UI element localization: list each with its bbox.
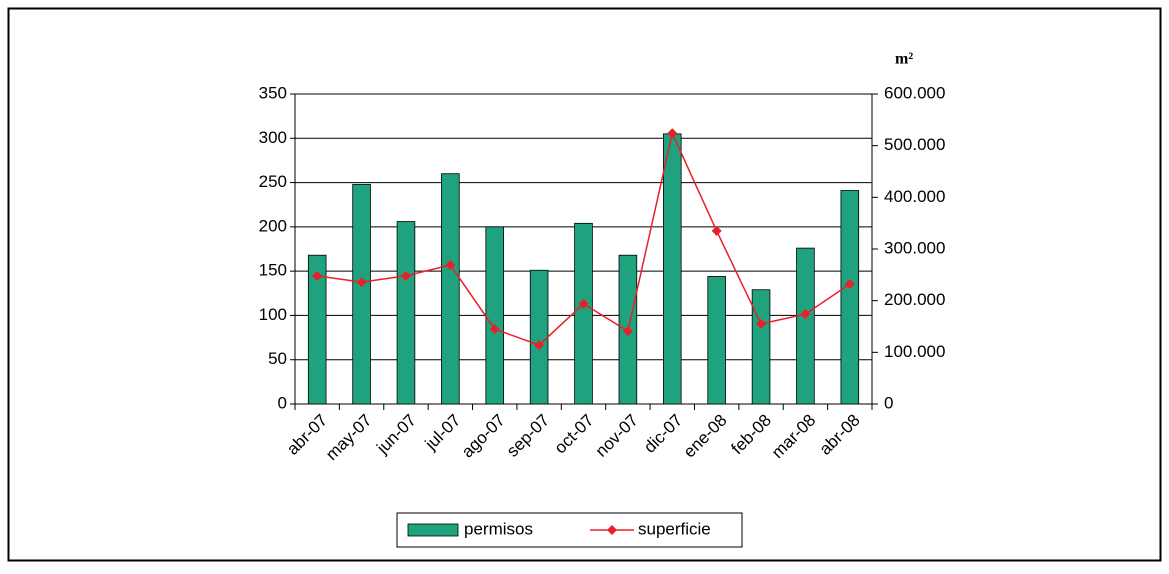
y2-tick-label: 400.000 [884, 187, 945, 206]
y-tick-label: 200 [259, 216, 287, 235]
marker [489, 324, 500, 335]
y-tick-label: 100 [259, 305, 287, 324]
legend-label: permisos [464, 519, 533, 538]
bar [396, 221, 416, 405]
legend-swatch [407, 523, 459, 537]
y2-tick-label: 300.000 [884, 238, 945, 257]
y2-tick-label: 0 [884, 393, 893, 412]
y2-tick-label: 200.000 [884, 290, 945, 309]
bar [352, 183, 371, 405]
bar [796, 247, 815, 405]
bar [840, 190, 860, 405]
bar [751, 289, 771, 405]
marker [534, 340, 545, 351]
bar [574, 222, 593, 405]
marker [667, 128, 678, 139]
x-tick-label: feb-08 [728, 411, 776, 459]
x-tick-label: abr-08 [816, 411, 864, 459]
y2-tick-label: 600.000 [884, 83, 945, 102]
bar [662, 133, 682, 405]
x-tick-label: nov-07 [592, 411, 642, 461]
x-tick-label: may-07 [322, 411, 376, 465]
y-tick-label: 150 [259, 261, 287, 280]
bar [485, 226, 505, 405]
x-tick-label: mar-08 [768, 411, 820, 463]
legend-marker [607, 525, 617, 535]
y2-tick-label: 500.000 [884, 135, 945, 154]
frame [7, 7, 1162, 562]
marker [711, 225, 722, 236]
y2-axis-label: m² [895, 51, 913, 68]
marker [800, 309, 811, 320]
y-tick-label: 250 [259, 172, 287, 191]
x-tick-label: jun-07 [372, 411, 420, 459]
marker [622, 326, 633, 337]
marker [312, 270, 323, 281]
marker [756, 318, 767, 329]
marker [445, 260, 456, 271]
y2-tick-label: 100.000 [884, 342, 945, 361]
y-tick-label: 0 [278, 393, 287, 412]
y-tick-label: 300 [259, 128, 287, 147]
x-tick-label: sep-07 [503, 411, 553, 461]
marker [356, 277, 367, 288]
x-tick-label: oct-07 [551, 411, 598, 458]
y-tick-label: 50 [268, 349, 287, 368]
x-tick-label: ene-08 [680, 411, 731, 462]
x-tick-label: ago-07 [458, 411, 509, 462]
legend-label: superficie [638, 519, 711, 538]
y-tick-label: 350 [259, 83, 287, 102]
bar [441, 173, 460, 405]
bar [529, 269, 549, 405]
bar [307, 254, 327, 405]
marker [400, 270, 411, 281]
bar [707, 276, 726, 405]
marker [844, 279, 855, 290]
x-tick-label: dic-07 [640, 411, 686, 457]
marker [578, 298, 589, 309]
